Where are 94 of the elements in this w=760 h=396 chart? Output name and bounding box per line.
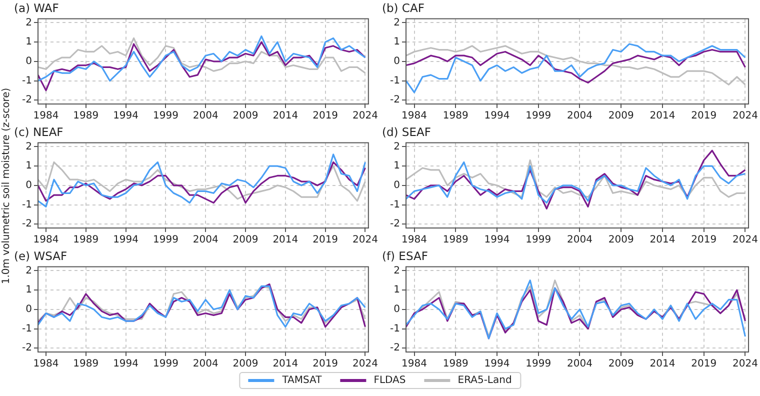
x-tick-label: 1999 (152, 234, 178, 246)
y-tick-label: -1 (22, 199, 32, 210)
x-tick-label: 1994 (113, 358, 139, 370)
x-tick-label: 1999 (526, 234, 552, 246)
y-axis-title: 1.0m volumetric soil moisture (z-score) (1, 88, 12, 284)
x-tick-label: 2014 (650, 358, 676, 370)
y-tick-label: 1 (394, 36, 400, 48)
x-tick-label: 2009 (232, 234, 258, 246)
x-tick-label: 1999 (526, 358, 552, 370)
x-tick-label: 2024 (732, 110, 758, 122)
y-tick-label: -2 (390, 94, 400, 106)
y-tick-label: 1 (394, 160, 400, 172)
x-tick-label: 1989 (73, 234, 99, 246)
x-tick-label: 2019 (312, 110, 338, 122)
x-tick-label: 2024 (732, 358, 758, 370)
x-tick-label: 1994 (113, 234, 139, 246)
y-tick-label: 1 (394, 284, 400, 296)
y-tick-label: -1 (390, 323, 400, 334)
x-tick-label: 2019 (691, 358, 717, 370)
x-tick-label: 1989 (442, 110, 468, 122)
y-tick-label: 2 (26, 17, 32, 28)
legend-label: ERA5-Land (458, 375, 512, 386)
x-tick-label: 1994 (484, 358, 510, 370)
chart-title: (c) NEAF (14, 124, 64, 139)
x-tick-label: 2009 (232, 110, 258, 122)
y-tick-label: 2 (394, 141, 400, 152)
y-tick-label: 2 (26, 265, 32, 276)
x-tick-label: 1984 (33, 234, 59, 246)
x-tick-label: 2024 (352, 234, 378, 246)
legend-label: FLDAS (374, 375, 406, 386)
chart-title: (f) ESAF (382, 248, 428, 263)
x-tick-label: 2014 (272, 358, 298, 370)
x-tick-label: 1989 (442, 234, 468, 246)
x-tick-label: 2004 (192, 358, 218, 370)
x-tick-label: 2004 (567, 110, 592, 122)
y-tick-label: 0 (394, 56, 400, 67)
x-tick-label: 1994 (484, 234, 510, 246)
x-tick-label: 2004 (567, 358, 592, 370)
y-tick-label: 0 (26, 304, 32, 315)
x-tick-label: 2004 (192, 234, 218, 246)
x-tick-label: 2019 (691, 110, 717, 122)
x-tick-label: 2009 (608, 110, 634, 122)
x-tick-label: 2014 (272, 110, 298, 122)
x-tick-label: 1984 (33, 110, 59, 122)
y-tick-label: -2 (22, 342, 32, 354)
y-tick-label: -1 (22, 75, 32, 86)
x-tick-label: 2014 (272, 234, 298, 246)
x-tick-label: 2024 (352, 110, 378, 122)
y-tick-label: 0 (394, 180, 400, 191)
chart-title: (e) WSAF (14, 248, 68, 263)
x-tick-label: 1999 (152, 110, 178, 122)
x-tick-label: 1994 (113, 110, 139, 122)
x-tick-label: 1999 (152, 358, 178, 370)
x-tick-label: 2009 (232, 358, 258, 370)
x-tick-label: 2009 (608, 358, 634, 370)
x-tick-label: 1984 (402, 358, 427, 370)
x-tick-label: 2004 (192, 110, 218, 122)
y-tick-label: 2 (394, 17, 400, 28)
y-tick-label: 1 (26, 160, 32, 172)
y-tick-label: 2 (394, 265, 400, 276)
y-tick-label: -1 (22, 323, 32, 334)
y-tick-label: 0 (26, 56, 32, 67)
legend-label: TAMSAT (282, 375, 322, 386)
y-tick-label: -2 (22, 218, 32, 230)
x-tick-label: 1984 (33, 358, 59, 370)
y-tick-label: -1 (390, 75, 400, 86)
x-tick-label: 2014 (650, 110, 676, 122)
x-tick-label: 1989 (73, 110, 99, 122)
x-tick-label: 2024 (352, 358, 378, 370)
chart-title: (b) CAF (382, 0, 424, 15)
x-tick-label: 1984 (402, 110, 427, 122)
x-tick-label: 1984 (402, 234, 427, 246)
x-tick-label: 1989 (73, 358, 99, 370)
x-tick-label: 2014 (650, 234, 676, 246)
x-tick-label: 1989 (442, 358, 468, 370)
y-tick-label: -2 (22, 94, 32, 106)
x-tick-label: 2004 (567, 234, 592, 246)
y-tick-label: -2 (390, 218, 400, 230)
y-tick-label: 0 (26, 180, 32, 191)
chart-title: (d) SEAF (382, 124, 431, 139)
y-tick-label: -2 (390, 342, 400, 354)
x-tick-label: 1994 (484, 110, 510, 122)
x-tick-label: 2024 (732, 234, 758, 246)
x-tick-label: 2019 (691, 234, 717, 246)
x-tick-label: 2019 (312, 234, 338, 246)
y-tick-label: 0 (394, 304, 400, 315)
y-tick-label: 1 (26, 284, 32, 296)
y-tick-label: 1 (26, 36, 32, 48)
y-tick-label: -1 (390, 199, 400, 210)
x-tick-label: 1999 (526, 110, 552, 122)
y-tick-label: 2 (26, 141, 32, 152)
chart-title: (a) WAF (14, 0, 59, 15)
x-tick-label: 2009 (608, 234, 634, 246)
x-tick-label: 2019 (312, 358, 338, 370)
